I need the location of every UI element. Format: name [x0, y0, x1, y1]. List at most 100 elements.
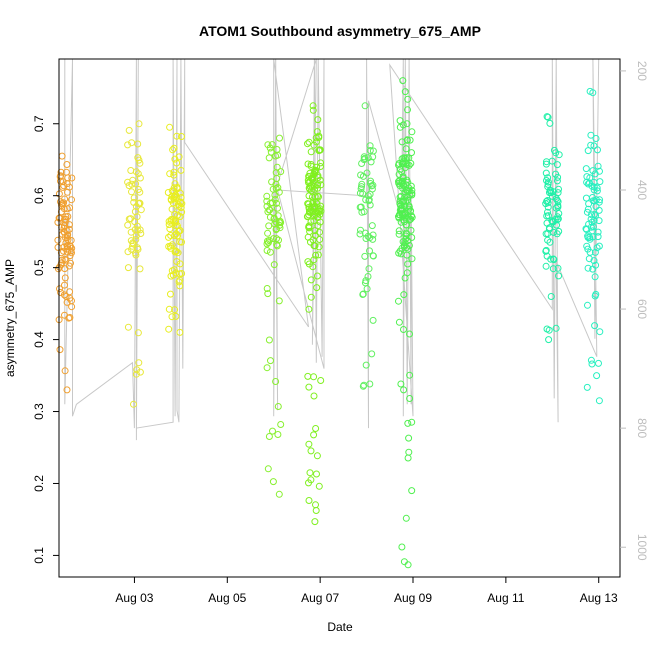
data-point: [61, 367, 69, 375]
right-tick-label: 200: [635, 61, 649, 81]
data-point: [275, 219, 283, 227]
data-point: [313, 272, 321, 280]
data-point: [317, 377, 325, 384]
data-point: [366, 201, 374, 209]
data-point: [397, 218, 405, 226]
data-point: [403, 161, 411, 169]
data-point: [176, 198, 184, 206]
data-point: [365, 196, 373, 204]
data-point: [65, 221, 73, 229]
data-point: [553, 196, 561, 204]
data-point: [582, 165, 590, 173]
data-point: [127, 228, 135, 236]
right-tick-label: 600: [635, 299, 649, 319]
data-point: [368, 222, 376, 230]
data-point: [542, 169, 550, 177]
data-point: [173, 159, 181, 167]
data-point: [56, 214, 64, 222]
data-point: [552, 204, 560, 212]
data-point: [397, 192, 405, 200]
data-point: [406, 136, 414, 144]
data-point: [124, 178, 132, 186]
data-point: [310, 373, 318, 381]
data-point: [54, 218, 62, 226]
data-point: [400, 154, 408, 162]
data-point: [310, 431, 318, 439]
data-point: [266, 248, 274, 256]
data-point: [135, 200, 143, 207]
plot-frame: [58, 58, 621, 578]
data-point: [313, 452, 321, 460]
data-point: [588, 211, 595, 219]
data-point: [178, 238, 185, 246]
data-point: [543, 212, 551, 220]
data-point: [313, 284, 321, 292]
x-axis-label: Date: [327, 620, 353, 634]
data-point: [310, 217, 318, 225]
data-point: [68, 196, 75, 204]
data-point: [134, 170, 142, 178]
y-tick-label: 0.4: [32, 331, 46, 348]
data-point: [170, 144, 178, 152]
data-point: [167, 217, 175, 225]
data-point: [175, 153, 183, 161]
data-point: [135, 359, 143, 367]
data-point: [265, 236, 273, 244]
data-point: [397, 250, 405, 258]
data-point: [61, 222, 69, 230]
data-point: [591, 248, 599, 256]
data-point: [555, 185, 562, 193]
data-point: [68, 303, 76, 311]
data-point: [265, 222, 273, 230]
data-point: [402, 232, 410, 240]
data-point: [408, 186, 416, 194]
data-point: [544, 113, 552, 121]
data-point: [174, 249, 182, 257]
data-point: [171, 306, 179, 314]
data-point: [545, 336, 553, 344]
data-point: [399, 77, 407, 85]
data-point: [594, 162, 602, 170]
data-point: [402, 514, 410, 522]
data-point: [366, 247, 373, 255]
data-point: [553, 216, 561, 224]
data-point: [313, 200, 321, 208]
right-axis: 200 400 600 800 1000: [620, 61, 649, 561]
data-point: [178, 208, 186, 216]
data-point: [404, 245, 412, 253]
data-point: [553, 177, 561, 185]
data-point: [544, 230, 552, 238]
line-series-path: [64, 58, 600, 441]
data-point: [369, 231, 377, 239]
data-point: [315, 243, 323, 251]
data-point: [545, 326, 553, 334]
data-point: [587, 141, 595, 149]
data-point: [591, 322, 599, 330]
data-point: [313, 181, 321, 189]
data-point: [593, 372, 601, 380]
data-point: [270, 261, 278, 269]
data-point: [66, 252, 74, 260]
data-point: [270, 235, 277, 243]
data-point: [546, 119, 554, 127]
data-point: [316, 228, 323, 236]
data-point: [361, 154, 369, 162]
data-point: [317, 163, 324, 170]
data-point: [590, 186, 598, 194]
data-point: [305, 479, 312, 487]
data-point: [263, 240, 271, 248]
data-point: [406, 330, 413, 338]
data-point: [405, 187, 413, 195]
data-point: [125, 126, 133, 134]
data-point: [408, 149, 415, 157]
data-point: [584, 205, 592, 213]
data-point: [135, 156, 143, 164]
data-point: [312, 166, 320, 174]
y-axis: 0.1 0.2 0.3 0.4 0.5 0.6 0.7: [32, 115, 59, 564]
data-point: [408, 255, 416, 263]
data-point: [305, 440, 313, 448]
data-point: [361, 279, 369, 287]
data-point: [588, 360, 596, 368]
data-point: [544, 199, 552, 207]
